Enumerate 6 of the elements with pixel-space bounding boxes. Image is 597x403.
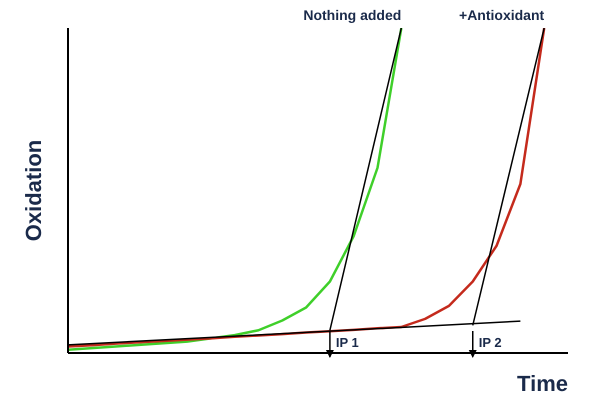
x-axis-title: Time [517,371,568,396]
annotation: IP 1 [336,335,359,350]
annotation: IP 2 [478,335,502,350]
series-label: Nothing added [303,7,402,23]
series-label: +Antioxidant [459,7,545,23]
y-axis-title: Oxidation [20,140,46,242]
